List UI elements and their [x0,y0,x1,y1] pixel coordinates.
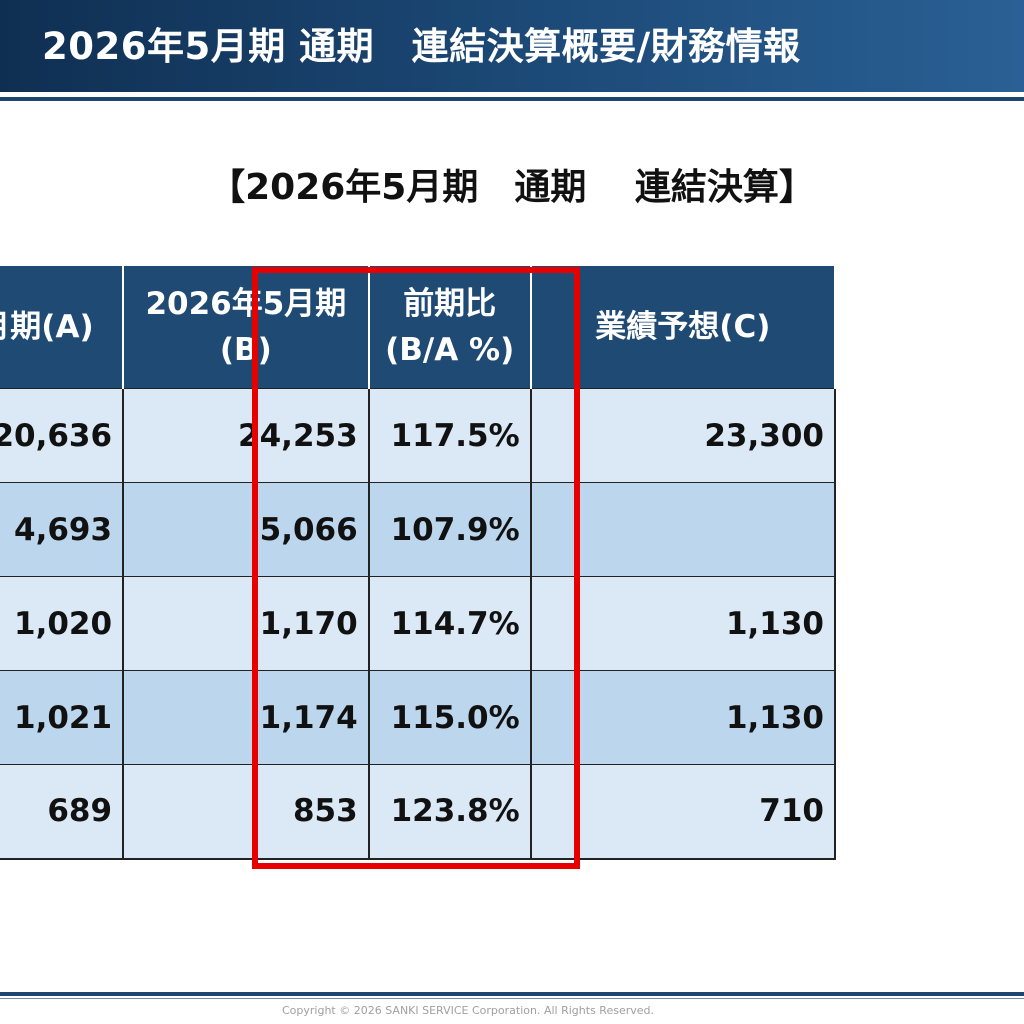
table-header-row: 2025年5月期(A) 2026年5月期(B) 前期比 (B/A %) 業績予想… [0,266,837,389]
cell-prior-year: 1,020 [0,576,125,671]
cell-yoy-ratio: 107.9% [368,482,532,577]
column-header-yoy-ratio: 前期比 (B/A %) [368,266,532,389]
cell-yoy-ratio: 114.7% [368,576,532,671]
footer-divider-thin [0,998,1024,999]
table-row: 20,636 24,253 117.5% 23,300 [0,388,837,483]
table-row: 689 853 123.8% 710 [0,764,837,860]
column-header-yoy-ratio-line2: (B/A %) [385,332,515,368]
cell-current-year: 24,253 [123,388,370,483]
cell-yoy-ratio: 123.8% [368,764,532,860]
cell-prior-year: 20,636 [0,388,125,483]
column-header-yoy-ratio-line1: 前期比 [403,285,497,322]
footer-divider [0,992,1024,996]
column-header-prior-year: 2025年5月期(A) [0,266,125,389]
page-title: 2026年5月期 通期 連結決算概要/財務情報 [42,25,801,68]
copyright-notice: Copyright © 2026 SANKI SERVICE Corporati… [282,1004,654,1017]
cell-forecast: 1,130 [530,670,837,765]
cell-prior-year: 4,693 [0,482,125,577]
cell-yoy-ratio: 117.5% [368,388,532,483]
cell-yoy-ratio: 115.0% [368,670,532,765]
cell-forecast [530,482,837,577]
table-row: 1,020 1,170 114.7% 1,130 [0,576,837,671]
table-row: 1,021 1,174 115.0% 1,130 [0,670,837,765]
cell-prior-year: 689 [0,764,125,860]
cell-forecast: 710 [530,764,837,860]
section-subtitle: 【2026年5月期 通期 連結決算】 [209,167,815,208]
cell-prior-year: 1,021 [0,670,125,765]
results-table: 2025年5月期(A) 2026年5月期(B) 前期比 (B/A %) 業績予想… [0,266,837,860]
cell-current-year: 853 [123,764,370,860]
cell-forecast: 23,300 [530,388,837,483]
header-bar: 2026年5月期 通期 連結決算概要/財務情報 [0,0,1024,92]
table-row: 4,693 5,066 107.9% [0,482,837,577]
header-divider [0,97,1024,101]
column-header-current-year: 2026年5月期(B) [123,266,370,389]
cell-current-year: 1,174 [123,670,370,765]
column-header-forecast: 業績予想(C) [530,266,837,389]
cell-current-year: 5,066 [123,482,370,577]
cell-current-year: 1,170 [123,576,370,671]
cell-forecast: 1,130 [530,576,837,671]
results-table-viewport: 2025年5月期(A) 2026年5月期(B) 前期比 (B/A %) 業績予想… [0,266,1024,866]
